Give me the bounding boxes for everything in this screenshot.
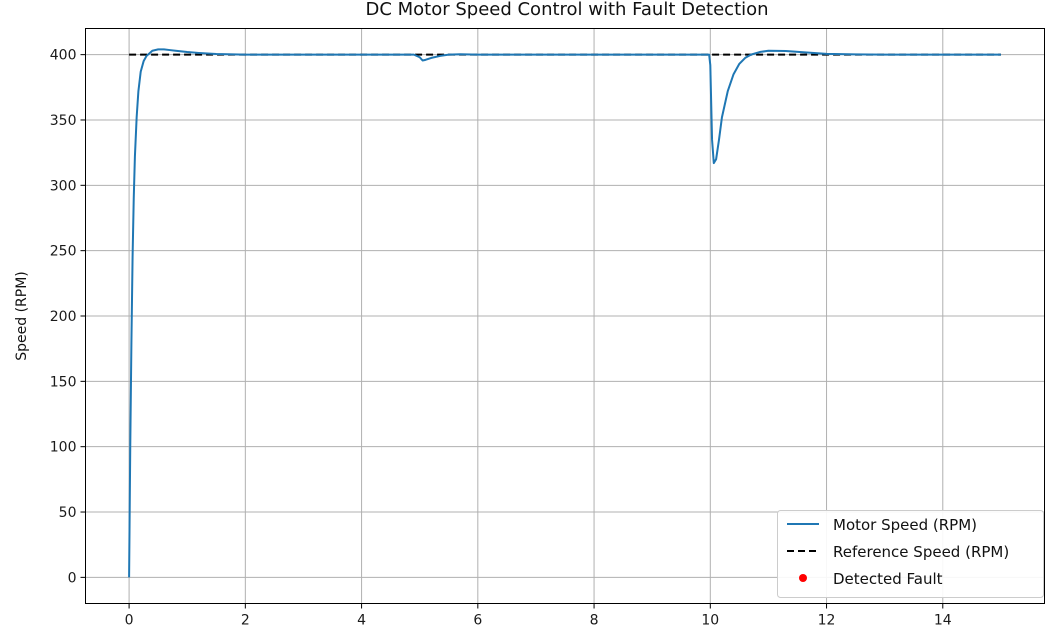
x-tick-label: 8 [590, 613, 599, 629]
y-tick-label: 100 [50, 440, 77, 456]
y-tick-label: 350 [50, 113, 77, 129]
x-tick-label: 12 [818, 613, 836, 629]
axis-ticks: 0 2 4 6 8 10 12 14 0 50 100 150 200 250 300 350 400 [50, 48, 952, 629]
x-tick-label: 4 [357, 613, 366, 629]
x-tick-label: 0 [125, 613, 134, 629]
y-axis-label: Speed (RPM) [14, 271, 30, 361]
legend-label-reference-speed: Reference Speed (RPM) [833, 543, 1009, 561]
y-tick-label: 200 [50, 309, 77, 325]
x-tick-label: 2 [241, 613, 250, 629]
legend-label-motor-speed: Motor Speed (RPM) [833, 516, 977, 534]
chart-title: DC Motor Speed Control with Fault Detect… [365, 0, 768, 20]
y-tick-label: 250 [50, 244, 77, 260]
legend-box [777, 510, 1044, 598]
series-layer [128, 48, 1001, 578]
legend-marker-detected-fault [799, 574, 807, 582]
legend: Motor Speed (RPM) Reference Speed (RPM) … [777, 510, 1044, 598]
x-tick-label: 6 [473, 613, 482, 629]
y-tick-label: 50 [59, 505, 77, 521]
y-tick-label: 300 [50, 178, 77, 194]
x-tick-label: 10 [701, 613, 719, 629]
y-tick-label: 150 [50, 374, 77, 390]
motor-speed-line [128, 48, 1001, 578]
y-tick-label: 400 [50, 48, 77, 64]
x-tick-label: 14 [934, 613, 952, 629]
y-tick-label: 0 [68, 570, 77, 586]
legend-label-detected-fault: Detected Fault [833, 570, 943, 588]
